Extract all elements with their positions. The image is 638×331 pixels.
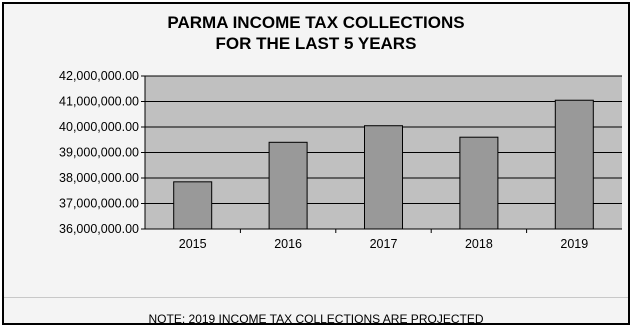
x-tick-label: 2017 xyxy=(370,237,398,251)
chart-title: PARMA INCOME TAX COLLECTIONS FOR THE LAS… xyxy=(4,12,628,54)
bar-2016 xyxy=(268,141,308,230)
bar-2015 xyxy=(173,181,213,230)
y-tick-label: 41,000,000.00 xyxy=(59,95,139,109)
chart-title-line2: FOR THE LAST 5 YEARS xyxy=(215,34,417,53)
bar-2017 xyxy=(364,125,403,230)
bar-2018 xyxy=(459,136,499,230)
y-tick-label: 42,000,000.00 xyxy=(59,69,139,83)
bar-2019 xyxy=(554,99,594,230)
y-tick-label: 39,000,000.00 xyxy=(59,146,139,160)
note-divider xyxy=(4,297,628,298)
x-tick-label: 2015 xyxy=(179,237,207,251)
chart-title-line1: PARMA INCOME TAX COLLECTIONS xyxy=(167,13,465,32)
y-tick-label: 36,000,000.00 xyxy=(59,222,139,236)
y-tick-label: 38,000,000.00 xyxy=(59,171,139,185)
y-tick-label: 40,000,000.00 xyxy=(59,120,139,134)
x-tick-label: 2016 xyxy=(274,237,302,251)
x-tick-label: 2018 xyxy=(465,237,493,251)
y-tick-label: 37,000,000.00 xyxy=(59,197,139,211)
chart-note: NOTE: 2019 INCOME TAX COLLECTIONS ARE PR… xyxy=(148,312,484,326)
x-tick-label: 2019 xyxy=(560,237,588,251)
